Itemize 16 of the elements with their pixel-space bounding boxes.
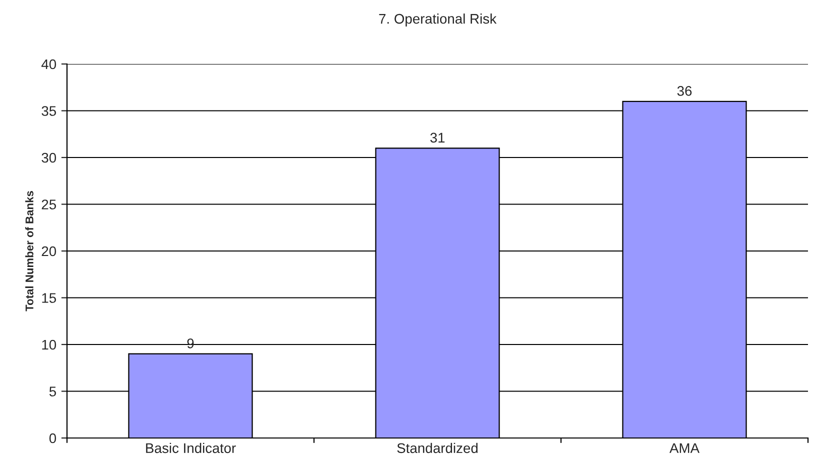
y-tick-label: 40 [41, 59, 56, 70]
x-tick-label: Basic Indicator [146, 442, 236, 454]
chart-title: 7. Operational Risk [379, 14, 497, 26]
x-tick-label: Standardized [397, 442, 478, 454]
y-tick-label: 25 [42, 200, 56, 210]
y-tick-label: 10 [42, 340, 56, 350]
data-label: 36 [677, 86, 692, 96]
y-tick-label: 35 [42, 106, 56, 116]
y-tick-label: 5 [49, 386, 56, 396]
x-tick-label: AMA [669, 443, 700, 453]
y-tick-label: 0 [49, 433, 56, 444]
data-label: 31 [430, 132, 445, 143]
y-tick-label: 20 [42, 246, 56, 256]
y-tick-label: 15 [42, 293, 56, 303]
y-axis-title: Total Number of Banks [25, 191, 34, 312]
y-tick-label: 30 [42, 152, 56, 163]
